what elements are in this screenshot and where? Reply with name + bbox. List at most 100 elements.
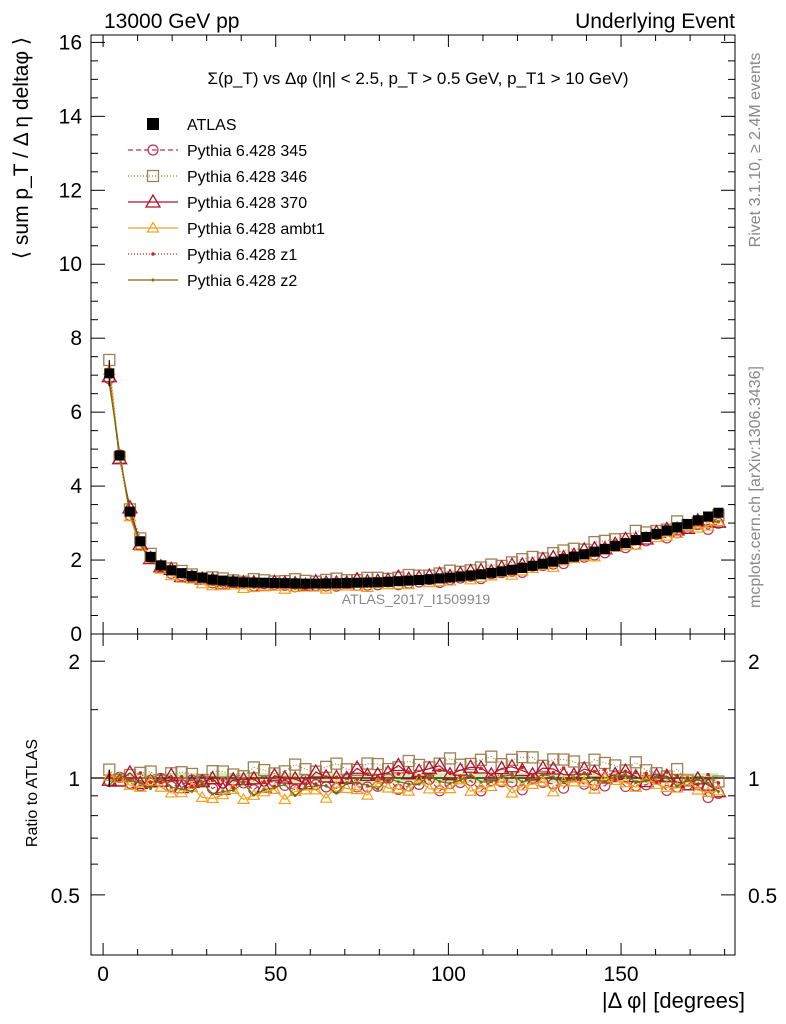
legend-marker-atlas [147, 118, 159, 130]
series-ratio-point [303, 782, 308, 786]
series-ratio-point [696, 778, 700, 782]
y-tick-label: 8 [70, 327, 82, 350]
series-line [108, 378, 719, 588]
series-ratio-point [386, 779, 390, 784]
atlas-data-point [537, 558, 548, 569]
x-axis-label: |Δ φ| [degrees] [602, 988, 745, 1013]
series-ratio-point [185, 767, 199, 781]
x-tick-label: 50 [264, 963, 287, 986]
atlas-data-point [372, 577, 383, 588]
series-ratio-point [159, 776, 163, 780]
series-ratio-point [603, 780, 607, 784]
y-tick-label: 4 [70, 475, 82, 498]
atlas-data-point [465, 570, 476, 581]
rivet-version-label: Rivet 3.1.10, ≥ 2.4M events [747, 53, 764, 248]
series-ratio-point [555, 766, 572, 781]
series-ratio-point [608, 773, 622, 786]
series-ratio-point [458, 774, 463, 778]
y-tick-label: 16 [59, 31, 82, 54]
atlas-data-point [713, 507, 724, 518]
atlas-data-point [475, 569, 486, 580]
series-ratio-point [375, 774, 380, 779]
atlas-data-point [321, 578, 332, 589]
atlas-data-point [362, 577, 373, 588]
atlas-data-point [290, 578, 301, 589]
series-ratio-point [665, 776, 669, 780]
series-ratio-point [314, 784, 318, 788]
series-ratio-point [121, 764, 139, 779]
series-ratio-point [433, 781, 447, 794]
ratio-tick-label: 0.5 [51, 885, 80, 908]
series-ratio-point [443, 752, 457, 765]
series-ratio-point [613, 774, 617, 778]
series-ratio-point [505, 786, 519, 798]
mcplots-label: mcplots.cern.ch [arXiv:1306.3436] [747, 366, 764, 608]
atlas-data-point [455, 571, 466, 582]
series-ratio-point [675, 784, 679, 788]
chart-title: Σ(p_T) vs Δφ (|η| < 2.5, p_T > 0.5 GeV, … [207, 69, 628, 88]
series-ratio-point [644, 771, 648, 776]
atlas-data-point [403, 575, 414, 586]
series-ratio-point [330, 757, 343, 770]
atlas-data-point [166, 565, 177, 576]
ratio-tick-label-right: 1 [748, 768, 760, 791]
series-ratio-point [252, 776, 256, 781]
series-ratio-point [210, 778, 215, 783]
legend-marker [151, 252, 155, 256]
atlas-data-point [228, 576, 239, 587]
series-ratio-point [283, 783, 287, 787]
series-ratio-point [345, 780, 349, 784]
series-ratio-point [211, 792, 215, 796]
series-ratio-point [402, 754, 415, 768]
series-ratio-point [407, 782, 411, 786]
series-ratio-point [479, 780, 483, 784]
series-ratio-point [572, 776, 576, 780]
series-ratio-point [541, 772, 545, 776]
series-ratio-point [307, 763, 324, 778]
atlas-data-point [114, 450, 125, 461]
series-point [716, 520, 720, 524]
analysis-watermark: ATLAS_2017_I1509919 [342, 591, 491, 607]
series-ratio-point [278, 765, 291, 778]
atlas-data-point [207, 574, 218, 585]
legend-label-atlas: ATLAS [187, 117, 237, 134]
legend: ATLAS Pythia 6.428 345 Pythia 6.428 346 Pyt… [128, 117, 325, 290]
series-ratio-point [660, 780, 674, 792]
series-ratio-point [437, 768, 442, 773]
series-ratio-point [334, 791, 338, 795]
series-ratio-point [712, 775, 725, 788]
data-layer [104, 360, 724, 787]
series-ratio-point [503, 758, 521, 773]
legend-label: Pythia 6.428 345 [187, 143, 307, 160]
series-ratio-point [526, 777, 540, 789]
series-ratio-point [489, 780, 493, 784]
series-ratio-point [495, 774, 509, 786]
series-ratio-point [117, 777, 122, 782]
series-ratio-point [603, 767, 607, 772]
ratio-tick-label-right: 2 [748, 651, 760, 674]
series-ratio-point [495, 758, 508, 771]
atlas-data-point [124, 506, 135, 517]
series-ratio-point [421, 760, 438, 775]
atlas-data-point [135, 536, 146, 547]
series-ratio-point [144, 765, 157, 778]
atlas-data-point [630, 535, 641, 546]
series-ratio-point [493, 760, 510, 775]
legend-marker [144, 193, 162, 208]
series-ratio-point [649, 777, 664, 789]
series-ratio-point [262, 780, 266, 785]
series-ratio-point [123, 778, 137, 790]
series-ratio-point [221, 778, 225, 783]
series-ratio-point [319, 791, 333, 803]
series-ratio-point [618, 776, 633, 788]
series-ratio-point [138, 771, 143, 775]
series-ratio-point [695, 782, 700, 787]
series-ratio-point [194, 773, 211, 788]
series-ratio-point [216, 787, 230, 800]
legend-label: Pythia 6.428 z1 [187, 247, 297, 264]
series-ratio-point [505, 753, 519, 766]
series-ratio-point [586, 763, 603, 778]
series-ratio-line [108, 756, 719, 786]
series-ratio-point [204, 770, 221, 785]
